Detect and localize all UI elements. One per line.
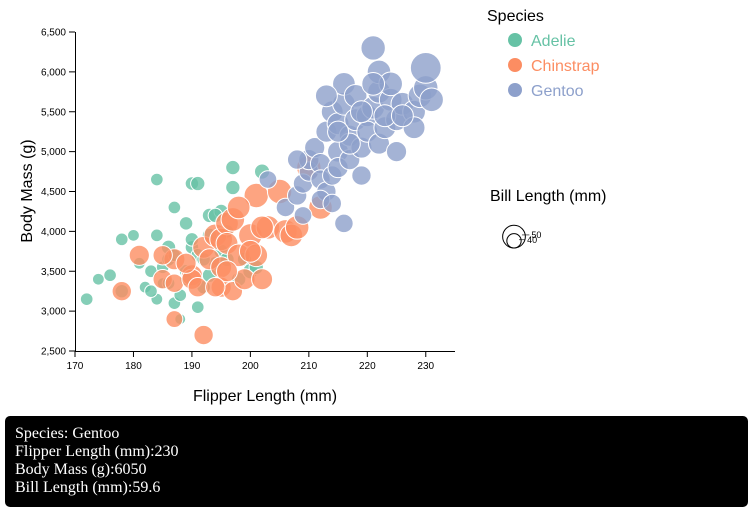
point-adelie[interactable] [190, 300, 205, 314]
point-gentoo[interactable] [275, 197, 296, 218]
legend-entries: Adelie Chinstrap Gentoo [508, 33, 600, 100]
x-tick-label: 190 [184, 361, 201, 372]
x-tick-label: 210 [301, 361, 318, 372]
point-gentoo[interactable] [286, 149, 308, 170]
point-gentoo[interactable] [361, 71, 386, 96]
point-gentoo[interactable] [327, 120, 350, 143]
size-legend-circle [506, 233, 522, 249]
point-adelie[interactable] [127, 228, 140, 242]
point-adelie[interactable] [150, 172, 164, 187]
legend-label-gentoo: Gentoo [531, 83, 584, 100]
point-gentoo[interactable] [385, 141, 408, 163]
legend-label-adelie: Adelie [531, 33, 576, 50]
x-tick-label: 230 [417, 361, 434, 372]
point-gentoo[interactable] [351, 165, 372, 186]
point-adelie[interactable] [178, 216, 194, 231]
point-chinstrap[interactable] [250, 215, 274, 240]
x-axis-title: Flipper Length (mm) [193, 388, 337, 405]
point-gentoo[interactable] [334, 213, 354, 234]
point-adelie[interactable] [144, 284, 158, 299]
point-chinstrap[interactable] [111, 281, 132, 302]
point-chinstrap[interactable] [175, 252, 197, 274]
tooltip-panel: Species: Gentoo Flipper Length (mm):230 … [5, 416, 748, 507]
x-tick-label: 220 [359, 361, 376, 372]
legend-swatch-chinstrap [508, 58, 522, 72]
point-chinstrap[interactable] [238, 239, 262, 263]
point-chinstrap[interactable] [193, 324, 214, 346]
y-tick-label: 6,500 [41, 28, 66, 39]
y-tick-label: 3,000 [41, 307, 66, 318]
point-chinstrap[interactable] [251, 268, 274, 291]
x-tick-label: 200 [242, 361, 259, 372]
x-tick-label: 170 [67, 361, 84, 372]
point-adelie[interactable] [167, 200, 182, 215]
point-chinstrap[interactable] [215, 260, 239, 283]
tooltip-species: Species: Gentoo [15, 425, 120, 442]
point-chinstrap[interactable] [205, 277, 226, 298]
point-chinstrap[interactable] [128, 244, 150, 266]
size-legend-label: 50 [531, 230, 541, 240]
point-gentoo[interactable] [419, 87, 444, 113]
point-adelie[interactable] [79, 292, 94, 306]
size-legend-label: 40 [527, 235, 537, 245]
size-legend-circle [502, 224, 526, 249]
y-tick-label: 6,000 [41, 67, 66, 78]
point-chinstrap[interactable] [152, 245, 173, 266]
point-chinstrap[interactable] [165, 310, 184, 329]
point-adelie[interactable] [150, 228, 164, 243]
species-legend: Species Adelie Chinstrap Gentoo [487, 8, 600, 100]
point-gentoo[interactable] [360, 35, 386, 61]
point-adelie[interactable] [103, 268, 117, 283]
point-gentoo[interactable] [258, 170, 278, 189]
y-ticks: 2,500 3,000 3,500 4,000 4,500 5,000 5,500 6,000… [41, 28, 75, 358]
size-legend-title: Bill Length (mm) [490, 188, 606, 205]
point-chinstrap[interactable] [164, 273, 185, 293]
y-tick-label: 3,500 [41, 267, 66, 278]
point-adelie[interactable] [114, 232, 129, 247]
tooltip-body-mass: Body Mass (g):6050 [15, 461, 147, 478]
y-tick-label: 5,000 [41, 147, 66, 158]
point-gentoo[interactable] [293, 206, 313, 225]
points-layer [79, 35, 444, 346]
legend-swatch-adelie [508, 33, 522, 47]
x-ticks: 170 180 190 200 210 220 230 [67, 351, 435, 372]
y-tick-label: 4,000 [41, 227, 66, 238]
point-gentoo[interactable] [314, 84, 338, 108]
y-tick-label: 2,500 [41, 347, 66, 358]
point-gentoo[interactable] [322, 193, 342, 214]
x-tick-label: 180 [125, 361, 142, 372]
point-chinstrap[interactable] [187, 277, 208, 298]
point-adelie[interactable] [91, 272, 105, 286]
point-gentoo[interactable] [350, 100, 373, 124]
point-chinstrap[interactable] [226, 195, 251, 220]
point-adelie[interactable] [190, 175, 206, 192]
y-tick-label: 4,500 [41, 187, 66, 198]
tooltip-bill-length: Bill Length (mm):59.6 [15, 479, 161, 496]
tooltip-flipper-length: Flipper Length (mm):230 [15, 443, 179, 460]
point-gentoo[interactable] [409, 51, 442, 84]
axes-layer: 170 180 190 200 210 220 230 2,500 3,000 3,500 4,0… [19, 28, 455, 405]
legend-title: Species [487, 8, 544, 25]
legend-label-chinstrap: Chinstrap [531, 58, 600, 75]
scatter-chart: 170 180 190 200 210 220 230 2,500 3,000 3,500 4,0… [19, 8, 606, 405]
point-adelie[interactable] [225, 159, 241, 176]
point-adelie[interactable] [225, 179, 241, 196]
y-tick-label: 5,500 [41, 107, 66, 118]
legend-swatch-gentoo [508, 83, 522, 97]
point-gentoo[interactable] [390, 104, 414, 128]
y-axis-title: Body Mass (g) [19, 139, 36, 242]
